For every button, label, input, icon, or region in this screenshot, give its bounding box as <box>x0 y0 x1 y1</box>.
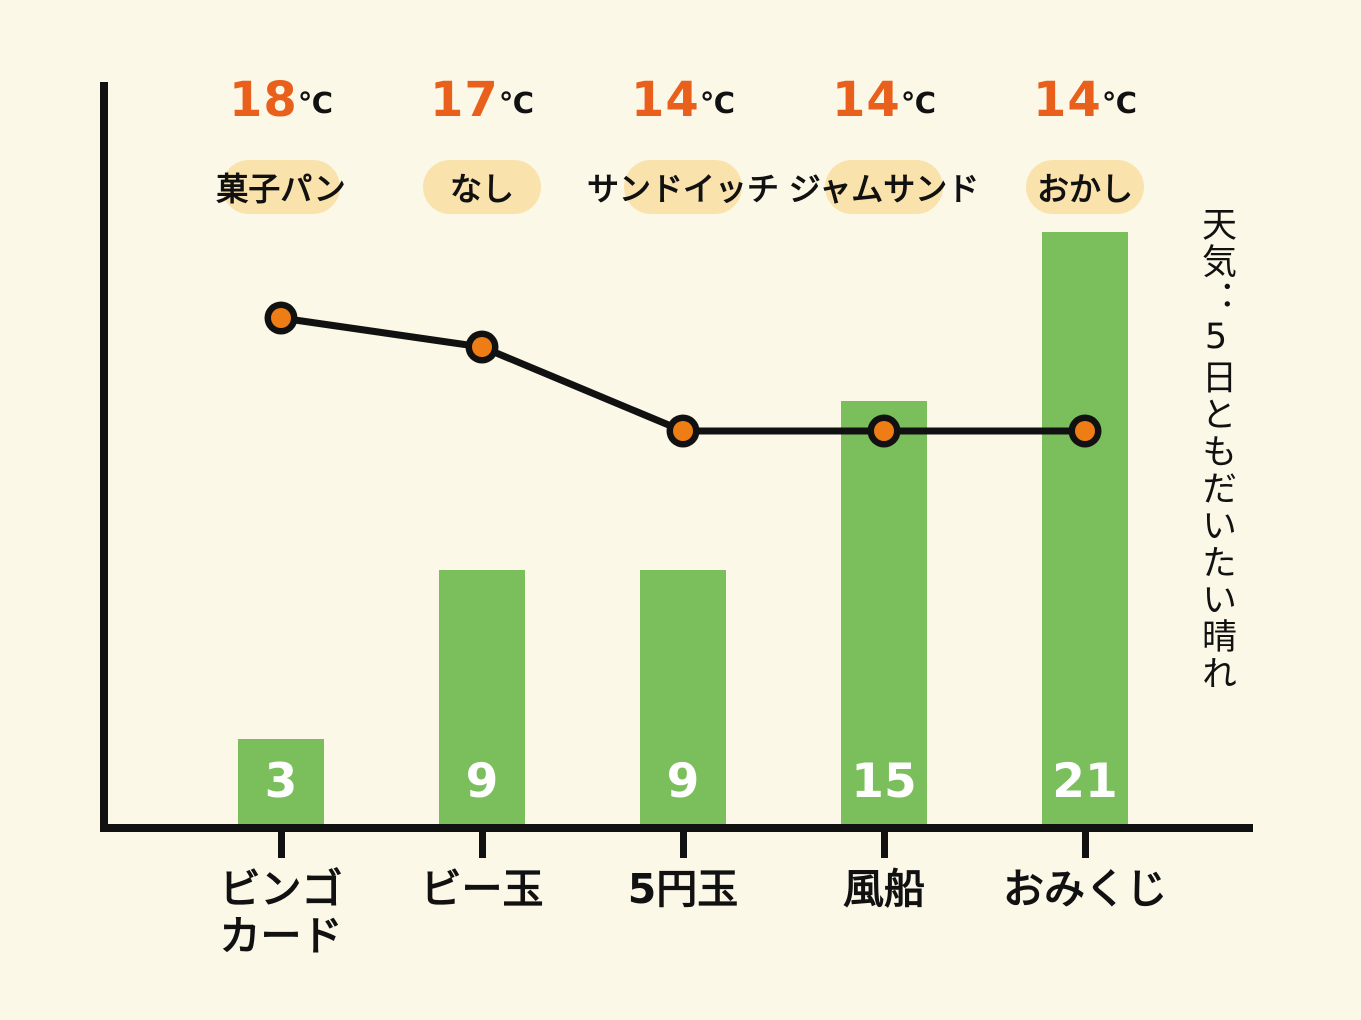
item-pill: なし <box>423 160 541 214</box>
column-bingo-card: 18℃ 菓子パン 3 ビンゴ カード <box>180 0 382 1020</box>
temperature-value: 14 <box>631 72 700 128</box>
bar-value: 21 <box>1052 754 1118 809</box>
category-label: 風船 <box>843 865 925 913</box>
temperature-label: 14℃ <box>582 76 784 124</box>
weather-annotation: 天気：5日ともだいたい晴れ <box>1196 206 1236 692</box>
temperature-value: 14 <box>832 72 901 128</box>
axis-tick <box>277 832 285 858</box>
item-pill-label: ジャムサンド <box>788 170 980 208</box>
temperature-label: 14℃ <box>783 76 985 124</box>
axis-tick <box>478 832 486 858</box>
bar <box>640 570 726 824</box>
category-label: 5円玉 <box>627 865 739 913</box>
item-pill-label: おかし <box>1036 170 1133 208</box>
column-fortune: 14℃ おかし 21 おみくじ <box>984 0 1186 1020</box>
y-axis <box>100 82 108 832</box>
item-pill: サンドイッチ <box>587 160 779 214</box>
temperature-label: 18℃ <box>180 76 382 124</box>
item-pill-label: サンドイッチ <box>587 170 780 208</box>
temperature-value: 14 <box>1033 72 1102 128</box>
column-balloon: 14℃ ジャムサンド 15 風船 <box>783 0 985 1020</box>
bar <box>1042 232 1128 824</box>
axis-tick <box>1081 832 1089 858</box>
item-pill: 菓子パン <box>216 160 346 214</box>
bar <box>238 739 324 824</box>
bar-value: 9 <box>465 754 499 809</box>
temperature-unit: ℃ <box>498 86 534 120</box>
axis-tick <box>679 832 687 858</box>
temperature-unit: ℃ <box>699 86 735 120</box>
category-label: ビンゴ カード <box>219 865 343 961</box>
bar <box>439 570 525 824</box>
temperature-label: 14℃ <box>984 76 1186 124</box>
temperature-unit: ℃ <box>900 86 936 120</box>
temperature-value: 18 <box>229 72 298 128</box>
item-pill: おかし <box>1026 160 1144 214</box>
x-axis <box>100 824 1253 832</box>
bar-value: 9 <box>666 754 700 809</box>
temperature-unit: ℃ <box>297 86 333 120</box>
bar <box>841 401 927 824</box>
item-pill: ジャムサンド <box>789 160 979 214</box>
bar-value: 15 <box>851 754 917 809</box>
category-label: ビー玉 <box>420 865 544 913</box>
temperature-value: 17 <box>430 72 499 128</box>
temperature-label: 17℃ <box>381 76 583 124</box>
category-label: おみくじ <box>1003 865 1167 913</box>
item-pill-label: なし <box>449 170 514 208</box>
bar-value: 3 <box>264 754 298 809</box>
column-marble: 17℃ なし 9 ビー玉 <box>381 0 583 1020</box>
item-pill-label: 菓子パン <box>216 170 346 208</box>
column-five-yen: 14℃ サンドイッチ 9 5円玉 <box>582 0 784 1020</box>
temperature-unit: ℃ <box>1101 86 1137 120</box>
axis-tick <box>880 832 888 858</box>
